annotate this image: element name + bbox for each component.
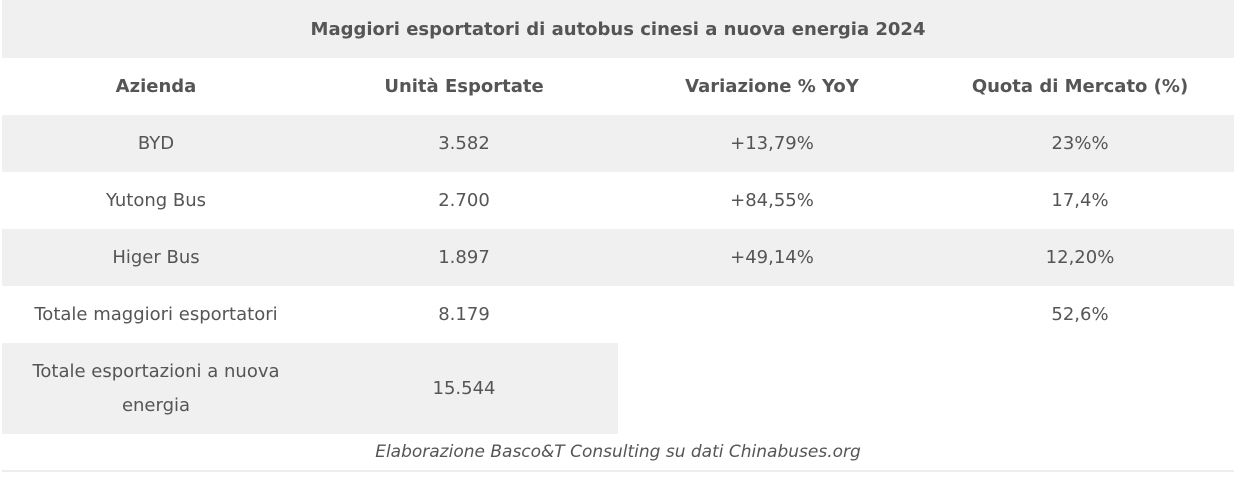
column-header: Quota di Mercato (%) [971, 76, 1189, 97]
cell: 12,20% [926, 229, 1234, 286]
table-title: Maggiori esportatori di autobus cinesi a… [2, 0, 1234, 58]
cell: 17,4% [1051, 190, 1109, 211]
empty-cell [926, 343, 1234, 434]
table-row: Totale esportazioni a nuova energia 15.54… [2, 343, 1234, 434]
cell: 15.544 [310, 343, 618, 434]
cell: 3.582 [310, 115, 618, 172]
empty-cell [618, 343, 926, 434]
table-row: BYD 3.582 +13,79% 23%% [2, 115, 1234, 172]
table: Maggiori esportatori di autobus cinesi a… [2, 0, 1234, 434]
table-container: Maggiori esportatori di autobus cinesi a… [2, 0, 1234, 472]
cell: Yutong Bus [105, 190, 207, 211]
header-row: Azienda Unità Esportate Variazione % YoY Qu… [2, 58, 1234, 115]
cell: Totale maggiori esportatori [34, 304, 278, 325]
table-row: Totale maggiori esportatori 8.179 52,6% [2, 286, 1234, 343]
cell: 23%% [926, 115, 1234, 172]
empty-cell [618, 286, 926, 343]
cell: BYD [2, 115, 310, 172]
table-row: Higer Bus 1.897 +49,14% 12,20% [2, 229, 1234, 286]
cell: Higer Bus [2, 229, 310, 286]
table-body: BYD 3.582 +13,79% 23%% Yutong Bus 2.700 +84,55… [2, 115, 1234, 434]
cell: 2.700 [438, 190, 490, 211]
cell: +13,79% [618, 115, 926, 172]
cell: 8.179 [438, 304, 490, 325]
caption: Elaborazione Basco&T Consulting su dati … [2, 434, 1234, 472]
cell: +49,14% [618, 229, 926, 286]
cell: 52,6% [1051, 304, 1109, 325]
column-header: Variazione % YoY [685, 76, 859, 97]
cell: Totale esportazioni a nuova energia [2, 343, 310, 434]
table-row: Yutong Bus 2.700 +84,55% 17,4% [2, 172, 1234, 229]
cell: +84,55% [730, 190, 814, 211]
column-header: Unità Esportate [384, 76, 544, 97]
cell: 1.897 [310, 229, 618, 286]
column-header: Azienda [115, 76, 197, 97]
